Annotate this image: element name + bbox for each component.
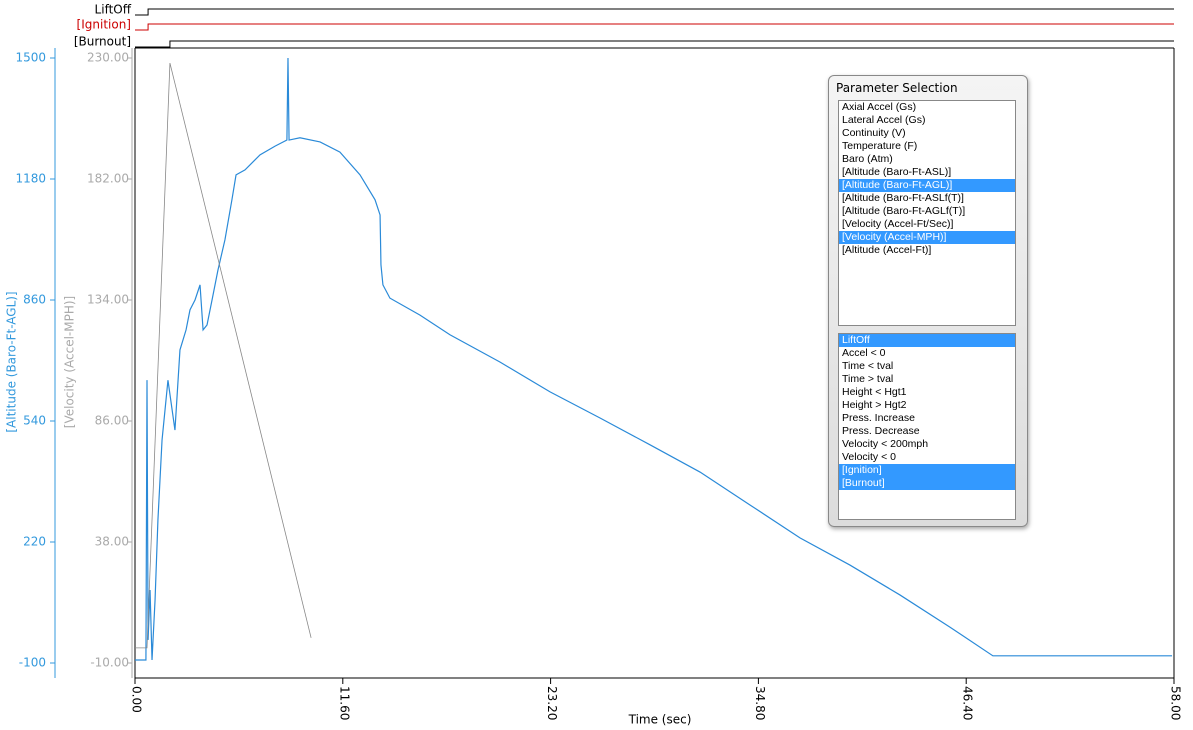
list-item[interactable]: [Burnout] [839,477,1015,490]
list-item[interactable]: Temperature (F) [842,140,918,152]
parameter-list[interactable]: Axial Accel (Gs) Lateral Accel (Gs) Contin… [838,100,1016,326]
y-tick-label: 220 [23,535,46,549]
event-label: [Burnout] [74,35,131,49]
x-tick-label: 0.00 [130,686,144,713]
y-tick-label: 1180 [15,172,46,186]
list-item[interactable]: Lateral Accel (Gs) [842,114,926,126]
event-trace [135,23,1174,31]
data-line [135,57,1173,661]
y-tick-label: 540 [23,414,46,428]
list-item[interactable]: Press. Increase [842,412,915,424]
event-label: [Ignition] [77,18,131,32]
x-axis-label: Time (sec) [628,713,692,727]
x-tick-label: 58.00 [1169,686,1183,720]
y-axis-label: [Altitude (Baro-Ft-AGL)] [5,291,19,432]
x-tick-label: 34.80 [753,686,767,720]
y-tick-label: 1500 [15,51,46,65]
list-item[interactable]: [Altitude (Baro-Ft-ASLf(T)] [842,192,964,204]
y2-tick-label: 134.00 [87,293,129,307]
list-item[interactable]: [Altitude (Baro-Ft-AGLf(T)] [842,205,966,217]
list-item[interactable]: LiftOff [839,334,1015,347]
y2-tick-label: 38.00 [95,535,129,549]
x-tick-label: 46.40 [961,686,975,720]
y-tick-label: 860 [23,293,46,307]
list-item[interactable]: Height < Hgt1 [842,386,907,398]
y2-tick-label: -10.00 [90,656,129,670]
event-list[interactable]: LiftOff Accel < 0 Time < tval Time > tval He… [838,333,1016,520]
y2-tick-label: 230.00 [87,51,129,65]
list-item[interactable]: Velocity < 0 [842,451,896,463]
y2-axis-label: [Velocity (Accel-MPH)] [63,296,77,428]
list-item[interactable]: [Velocity (Accel-Ft/Sec)] [842,218,954,230]
list-item[interactable]: Press. Decrease [842,425,920,437]
list-item[interactable]: Axial Accel (Gs) [842,101,917,113]
y2-tick-label: 182.00 [87,172,129,186]
list-item[interactable]: [Ignition] [839,464,1015,477]
y-tick-label: -100 [19,656,46,670]
panel-title: Parameter Selection [836,81,958,95]
list-item[interactable]: Time < tval [842,360,894,372]
x-tick-label: 11.60 [337,686,351,720]
list-item[interactable]: [Altitude (Baro-Ft-ASL)] [842,166,952,178]
list-item[interactable]: Accel < 0 [842,347,886,359]
list-item[interactable]: Height > Hgt2 [842,399,907,411]
list-item[interactable]: Time > tval [842,373,894,385]
list-item[interactable]: [Altitude (Baro-Ft-AGL)] [839,179,1015,192]
list-item[interactable]: Baro (Atm) [842,153,893,165]
data-line [135,62,312,649]
parameter-selection-panel: Parameter Selection Axial Accel (Gs) Late… [828,75,1028,527]
list-item[interactable]: Continuity (V) [842,127,906,139]
list-item[interactable]: Velocity < 200mph [842,438,929,450]
event-trace [135,8,1174,16]
y2-tick-label: 86.00 [95,414,129,428]
event-label: LiftOff [95,3,132,17]
event-trace [135,40,1174,48]
x-tick-label: 23.20 [545,686,559,720]
list-item[interactable]: [Velocity (Accel-MPH)] [839,231,1015,244]
list-item[interactable]: [Altitude (Accel-Ft)] [842,244,932,256]
